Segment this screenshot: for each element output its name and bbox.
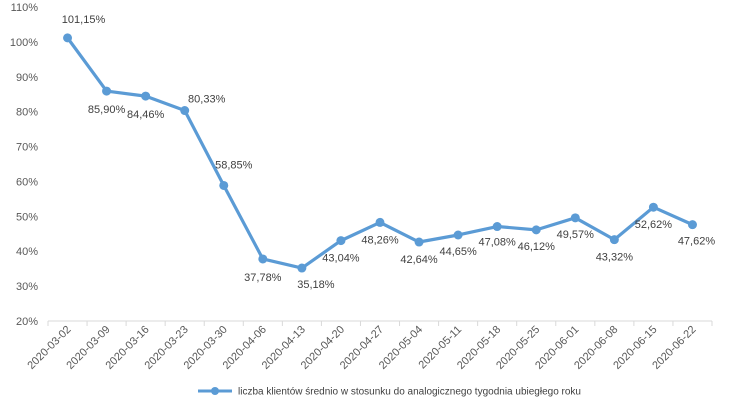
data-label: 80,33% [188, 94, 226, 106]
data-label: 44,65% [439, 246, 477, 258]
data-label: 52,62% [635, 219, 673, 231]
data-point [648, 202, 658, 212]
data-point [297, 263, 307, 273]
data-label: 43,04% [322, 253, 360, 265]
data-label: 47,62% [678, 236, 716, 248]
y-axis-tick-labels: 20% 30% 40% 50% 60% 70% 80% 90% 100% 110% [10, 2, 38, 328]
data-label: 101,15% [62, 14, 106, 26]
y-tick-label: 80% [16, 107, 38, 119]
data-label: 84,46% [127, 109, 165, 121]
data-point [453, 230, 463, 240]
axes [47, 320, 713, 326]
data-label: 58,85% [215, 159, 253, 171]
data-label: 35,18% [297, 279, 335, 291]
y-tick-label: 110% [11, 2, 39, 14]
y-tick-label: 50% [16, 211, 38, 223]
data-point [687, 220, 697, 230]
data-labels: 101,15% 85,90% 84,46% 80,33% 58,85% 37,78% 35,… [62, 14, 716, 291]
y-tick-label: 70% [16, 142, 38, 154]
legend: liczba klientów średnio w stosunku do an… [198, 387, 581, 398]
data-label: 42,64% [400, 254, 438, 266]
data-point [180, 106, 190, 116]
data-point [336, 236, 346, 246]
data-point [609, 235, 619, 245]
data-label: 48,26% [361, 234, 399, 246]
data-label: 49,57% [557, 229, 595, 241]
data-label: 46,12% [518, 241, 556, 253]
data-point [102, 86, 112, 96]
data-label: 47,08% [479, 237, 517, 249]
data-label: 37,78% [244, 272, 282, 284]
y-tick-label: 20% [16, 316, 38, 328]
data-point [219, 180, 229, 190]
y-tick-label: 30% [16, 281, 38, 293]
x-axis-tick-labels: 2020-03-022020-03-092020-03-162020-03-23… [25, 324, 698, 372]
data-point [492, 222, 502, 232]
y-tick-label: 60% [16, 176, 38, 188]
data-point [570, 213, 580, 223]
data-point [63, 33, 73, 43]
y-tick-label: 90% [16, 72, 38, 84]
data-point [375, 217, 385, 227]
y-tick-label: 100% [10, 37, 38, 49]
series-layer [63, 33, 697, 273]
y-tick-label: 40% [16, 246, 38, 258]
legend-label: liczba klientów średnio w stosunku do an… [238, 387, 581, 398]
data-point [531, 225, 541, 235]
data-point [258, 254, 268, 264]
data-point [414, 237, 424, 247]
data-point [141, 91, 151, 101]
data-label: 85,90% [88, 104, 126, 116]
legend-marker-swatch [211, 387, 219, 395]
data-label: 43,32% [596, 252, 634, 264]
